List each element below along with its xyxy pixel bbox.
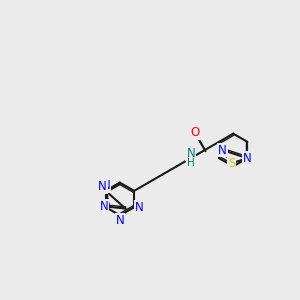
Text: N: N [98,180,106,193]
Text: N: N [100,200,108,213]
Text: N: N [243,152,252,165]
Text: H: H [187,158,195,168]
Text: S: S [228,157,236,170]
Text: N: N [101,179,110,192]
Text: N: N [135,201,144,214]
Text: N: N [218,143,226,157]
Text: O: O [190,126,200,139]
Text: N: N [186,147,195,160]
Text: N: N [116,214,124,227]
